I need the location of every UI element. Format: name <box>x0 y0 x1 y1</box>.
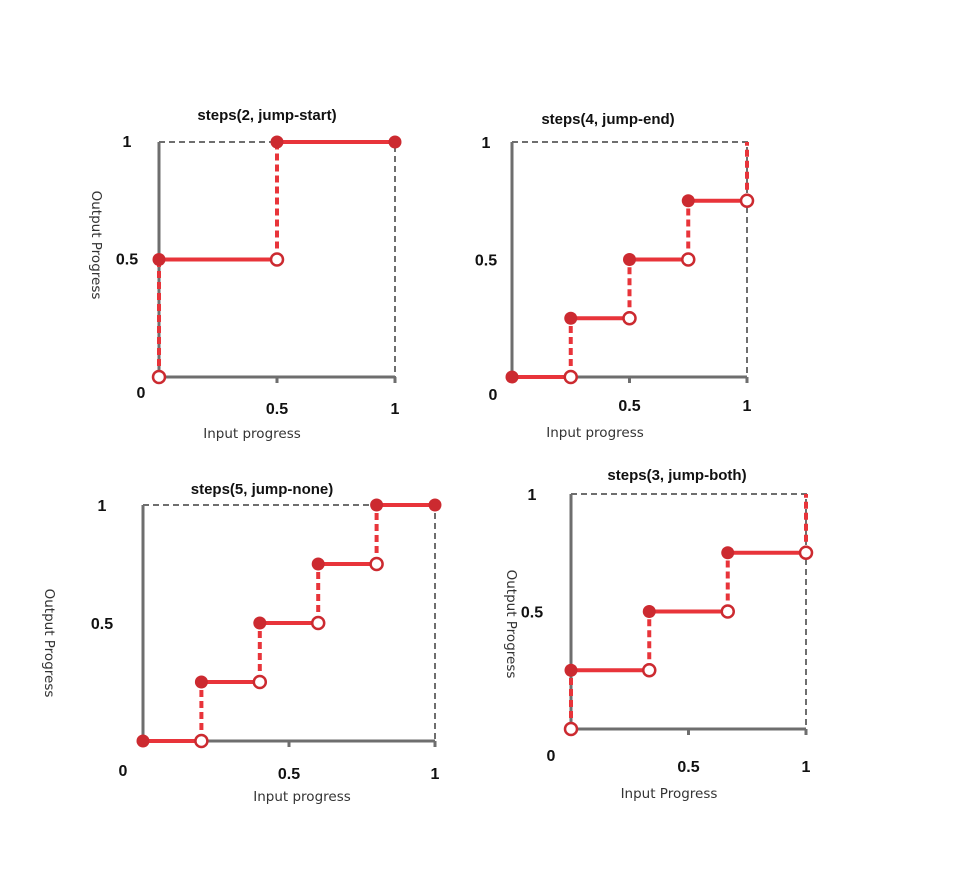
y-tick-label: 0.5 <box>116 252 138 269</box>
open-point <box>681 252 696 267</box>
filled-point <box>721 546 735 560</box>
chart-panel-2: steps(4, jump-end) 1 0.5 0.5 1 0 Input progres… <box>475 111 755 441</box>
y-tick-label: 1 <box>98 498 107 515</box>
open-point <box>563 369 578 385</box>
y-tick-label: 1 <box>528 487 537 504</box>
x-axis-label: Input progress <box>546 425 644 441</box>
origin-label: 0 <box>137 385 146 402</box>
filled-point <box>623 253 636 266</box>
open-point <box>563 721 579 737</box>
open-point <box>369 556 384 572</box>
open-point <box>252 674 268 690</box>
y-tick-label: 0.5 <box>91 616 113 633</box>
open-point <box>151 369 167 385</box>
chart-panel-3: steps(5, jump-none) 1 0.5 0.5 1 0 Input progre… <box>41 481 442 805</box>
filled-point <box>428 498 442 512</box>
x-tick-label: 1 <box>391 401 400 418</box>
origin-label: 0 <box>119 763 128 780</box>
x-tick-label: 1 <box>802 759 811 776</box>
origin-label: 0 <box>489 387 498 404</box>
open-point <box>798 545 814 560</box>
open-point <box>269 252 285 267</box>
y-axis-label: Output Progress <box>503 570 519 679</box>
filled-point <box>505 370 519 384</box>
filled-point <box>253 616 267 630</box>
filled-point <box>642 605 656 618</box>
x-tick-label: 0.5 <box>266 401 288 418</box>
filled-point <box>152 253 166 266</box>
chart-panel-1: steps(2, jump-start) 1 0.5 0.5 1 0 Input progr… <box>88 107 402 442</box>
filled-point <box>370 498 384 512</box>
x-tick-label: 1 <box>743 398 752 415</box>
filled-point <box>136 734 150 748</box>
filled-point <box>311 557 325 571</box>
open-point <box>642 663 657 678</box>
x-tick-label: 1 <box>431 766 440 783</box>
y-axis-label: Output Progress <box>88 191 104 300</box>
origin-label: 0 <box>547 748 556 765</box>
filled-point <box>388 135 402 149</box>
open-point <box>622 311 637 326</box>
open-point <box>194 733 209 749</box>
x-tick-label: 0.5 <box>278 766 300 783</box>
x-tick-label: 0.5 <box>618 398 640 415</box>
x-axis-label: Input progress <box>253 789 351 805</box>
open-point <box>310 615 326 631</box>
open-point <box>720 604 735 619</box>
chart-panel-4: steps(3, jump-both) 1 0.5 0.5 1 0 Input Progre… <box>503 467 814 802</box>
filled-point <box>564 663 578 677</box>
y-tick-label: 1 <box>123 134 132 151</box>
y-tick-label: 0.5 <box>475 253 497 270</box>
open-point <box>739 193 755 208</box>
filled-point <box>681 194 695 208</box>
filled-point <box>270 135 284 149</box>
chart-title: steps(5, jump-none) <box>191 481 334 498</box>
filled-point <box>194 675 208 689</box>
chart-title: steps(4, jump-end) <box>541 111 674 128</box>
y-tick-label: 1 <box>482 135 491 152</box>
y-axis-label: Output Progress <box>41 589 57 698</box>
y-tick-label: 0.5 <box>521 605 543 622</box>
chart-title: steps(3, jump-both) <box>607 467 746 484</box>
x-axis-label: Input progress <box>203 426 301 442</box>
chart-title: steps(2, jump-start) <box>197 107 336 124</box>
filled-point <box>564 311 578 325</box>
x-axis-label: Input Progress <box>621 786 718 802</box>
x-tick-label: 0.5 <box>677 759 699 776</box>
